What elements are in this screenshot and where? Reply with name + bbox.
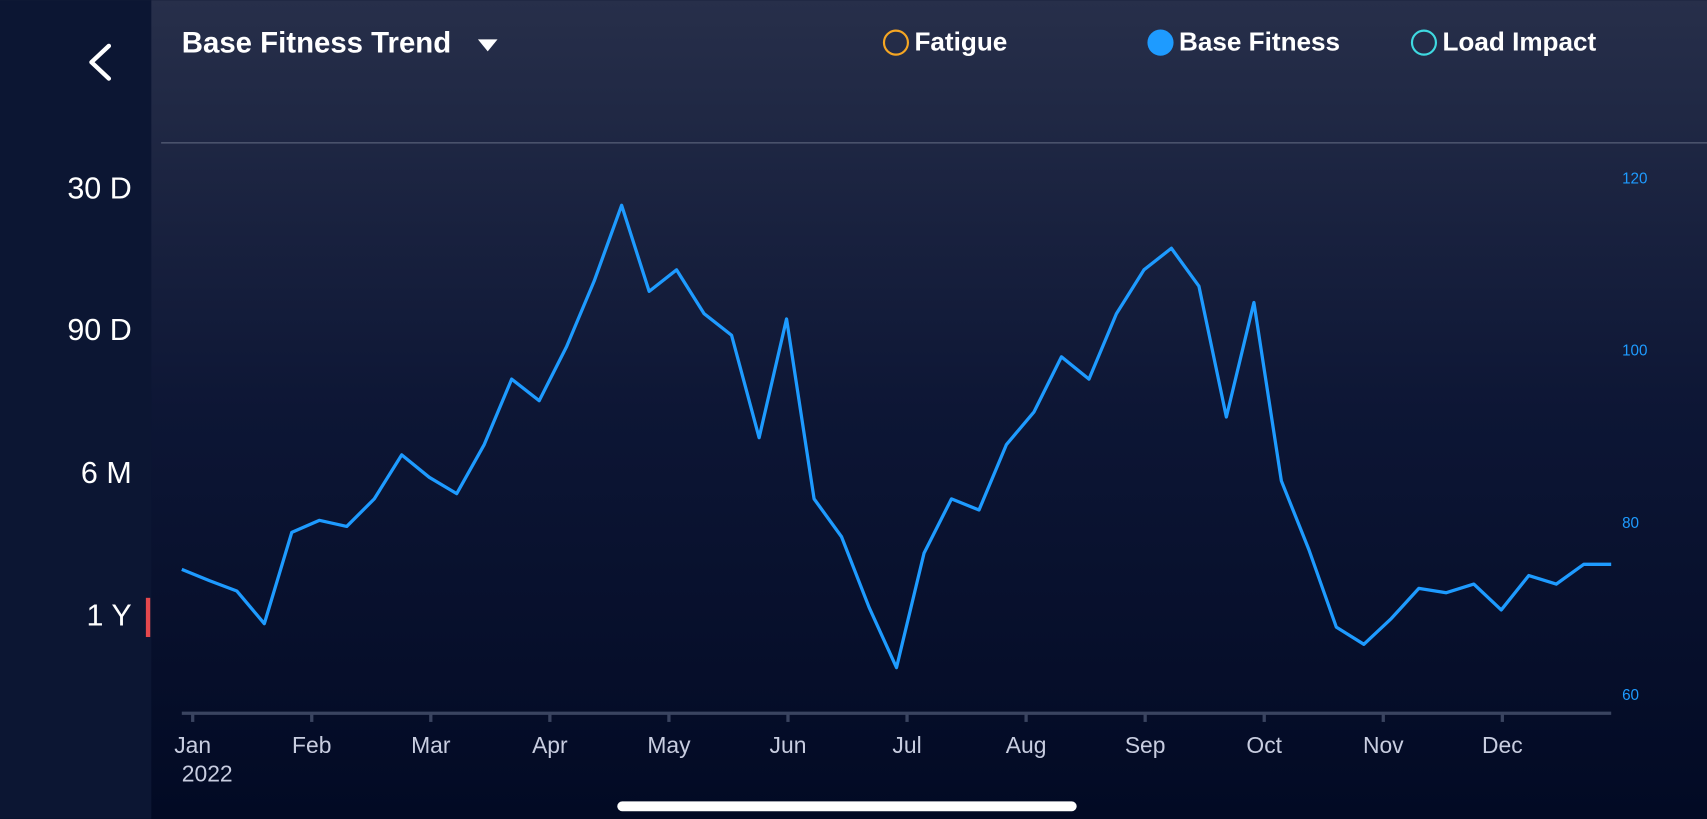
x-tick-label: Mar — [411, 732, 451, 758]
home-indicator — [617, 801, 1077, 812]
y-tick-label: 60 — [1622, 687, 1639, 704]
range-option[interactable]: 90 D — [67, 313, 131, 347]
content: 30 D 90 D 6 M 1 Y Fatigue Base Fitness Load Im… — [67, 27, 1647, 787]
x-tick-label: Feb — [292, 732, 331, 758]
range-option[interactable]: 30 D — [67, 172, 131, 206]
sidebar — [0, 0, 152, 819]
y-tick-label: 100 — [1622, 343, 1647, 360]
legend-label[interactable]: Load Impact — [1442, 27, 1596, 57]
x-tick-label: May — [647, 732, 691, 758]
x-year-label: 2022 — [182, 760, 233, 786]
legend-toggle[interactable] — [1410, 29, 1438, 56]
x-tick-label: Apr — [532, 732, 568, 758]
x-tick-label: Sep — [1125, 732, 1166, 758]
y-tick-label: 120 — [1622, 170, 1647, 187]
back-button[interactable] — [89, 43, 112, 81]
range-option[interactable]: 1 Y — [87, 598, 132, 632]
x-tick-label: Jan — [174, 732, 211, 758]
legend-label[interactable]: Fatigue — [914, 27, 1007, 57]
x-tick-label: Oct — [1246, 732, 1282, 758]
y-tick-label: 80 — [1622, 515, 1639, 532]
x-tick-label: Nov — [1363, 732, 1404, 758]
x-tick-label: Aug — [1006, 732, 1047, 758]
legend-label[interactable]: Base Fitness — [1179, 27, 1340, 57]
series-line — [181, 203, 1612, 670]
x-tick-label: Dec — [1482, 732, 1523, 758]
dropdown-arrow[interactable] — [477, 39, 498, 52]
range-option[interactable]: 6 M — [81, 456, 132, 490]
x-tick-label: Jun — [770, 732, 807, 758]
legend-toggle[interactable] — [1147, 29, 1174, 56]
range-selected-marker — [145, 597, 151, 638]
view-title[interactable]: Base Fitness Trend — [182, 27, 451, 60]
legend-toggle[interactable] — [882, 29, 910, 56]
x-tick-label: Jul — [892, 732, 921, 758]
